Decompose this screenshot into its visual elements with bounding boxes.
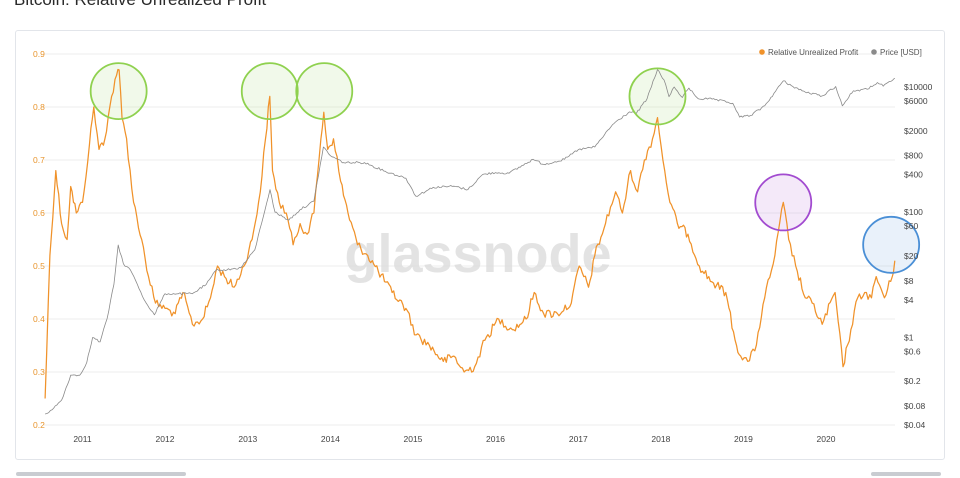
legend-marker-0 [759, 49, 765, 55]
highlight-circle-fill-5 [863, 216, 920, 273]
highlight-circle-fill-1 [241, 63, 298, 120]
x-tick-label: 2018 [651, 434, 670, 444]
left-tick-label: 0.3 [33, 367, 45, 377]
chart-series [44, 68, 896, 415]
x-tick-label: 2016 [486, 434, 505, 444]
left-tick-label: 0.4 [33, 314, 45, 324]
right-tick-label: $0.04 [904, 420, 926, 430]
watermark: glassnode [344, 224, 611, 284]
page-title: Bitcoin: Relative Unrealized Profit [14, 0, 266, 10]
x-tick-label: 2019 [734, 434, 753, 444]
series-line-price [44, 69, 896, 415]
legend-label-0: Relative Unrealized Profit [768, 48, 859, 57]
x-tick-label: 2014 [321, 434, 340, 444]
right-tick-label: $4 [904, 295, 914, 305]
highlight-circle-2 [295, 62, 354, 120]
chart-grid [44, 53, 895, 426]
x-tick-label: 2012 [156, 434, 175, 444]
right-tick-label: $0.6 [904, 346, 921, 356]
chart-legend: Relative Unrealized Profit Price [USD] [759, 48, 922, 57]
x-tick-label: 2013 [238, 434, 257, 444]
right-tick-label: $2000 [904, 126, 928, 136]
right-tick-label: $10000 [904, 82, 933, 92]
legend-label-1: Price [USD] [880, 48, 922, 57]
right-tick-label: $400 [904, 170, 923, 180]
highlight-circle-1 [240, 62, 299, 120]
highlight-circle-fill-2 [296, 63, 353, 120]
highlight-circle-4 [754, 173, 813, 232]
right-tick-label: $20 [904, 251, 918, 261]
highlight-circles-fill [90, 63, 920, 273]
highlight-circle-fill-0 [90, 63, 147, 120]
right-tick-label: $60 [904, 221, 918, 231]
left-tick-label: 0.5 [33, 261, 45, 271]
left-tick-label: 0.8 [33, 102, 45, 112]
highlight-circle-0 [89, 62, 148, 120]
left-tick-label: 0.6 [33, 208, 45, 218]
highlight-circle-3 [628, 67, 687, 126]
highlight-circle-fill-3 [629, 68, 686, 125]
footer-fragments [16, 470, 946, 478]
x-tick-label: 2017 [569, 434, 588, 444]
x-tick-label: 2020 [817, 434, 836, 444]
highlight-circles [89, 62, 921, 274]
right-tick-label: $6000 [904, 96, 928, 106]
right-tick-label: $8 [904, 276, 914, 286]
series-line-relative-unrealized-profit [44, 68, 896, 399]
left-tick-label: 0.2 [33, 420, 45, 430]
left-tick-label: 0.7 [33, 155, 45, 165]
chart-axes: 0.2 0.3 0.4 0.5 0.6 0.7 0.8 0.9 $0.04 $0.08 $0.2 $0… [33, 49, 933, 444]
left-tick-label: 0.9 [33, 49, 45, 59]
highlight-circle-5 [862, 215, 921, 274]
footer-fragment-right [871, 472, 941, 476]
right-tick-label: $0.08 [904, 401, 926, 411]
right-tick-label: $1 [904, 332, 914, 342]
right-tick-label: $0.2 [904, 376, 921, 386]
x-tick-label: 2015 [403, 434, 422, 444]
footer-fragment-left [16, 472, 186, 476]
right-tick-label: $100 [904, 207, 923, 217]
x-tick-label: 2011 [73, 434, 92, 444]
right-tick-label: $800 [904, 151, 923, 161]
legend-marker-1 [871, 49, 877, 55]
